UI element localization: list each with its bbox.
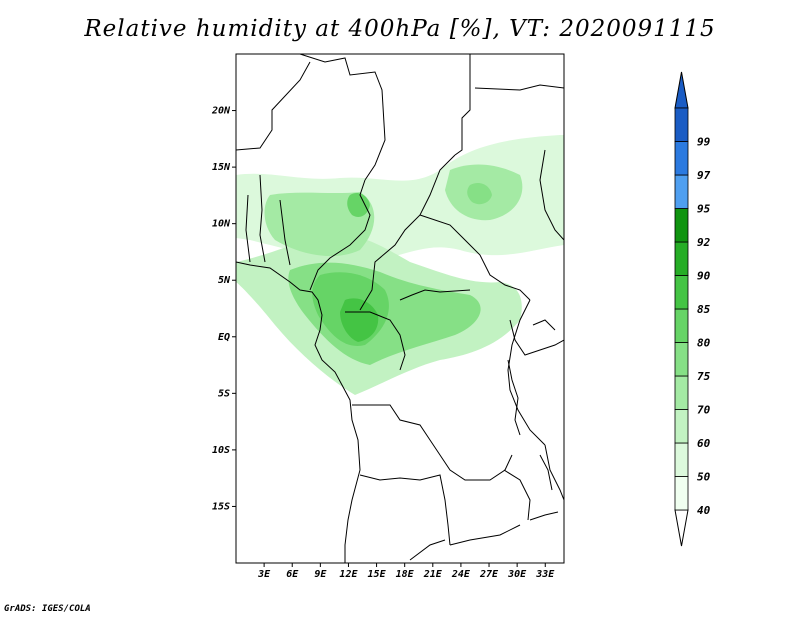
colorbar-label: 95 — [697, 203, 711, 216]
lon-tick-label: 33E — [535, 569, 555, 580]
lon-tick-label: 21E — [423, 569, 443, 580]
map-frame — [235, 53, 565, 564]
colorbar-label: 40 — [697, 504, 711, 517]
colorbar-swatch — [674, 141, 689, 176]
latitude-axis: 20N 15N 10N 5N EQ 5S 10S 15S — [211, 106, 236, 512]
lat-tick-label: 15N — [212, 162, 231, 173]
lat-tick-label: 15S — [212, 501, 230, 512]
lon-tick-label: 24E — [451, 569, 471, 580]
lon-tick-label: 6E — [286, 569, 299, 580]
colorbar-label: 99 — [697, 136, 711, 149]
lat-tick-label: 20N — [211, 106, 231, 117]
colorbar-swatch — [674, 174, 689, 209]
colorbar-swatch — [674, 375, 689, 410]
lat-tick-label: 10S — [212, 445, 230, 456]
colorbar-label: 92 — [697, 236, 711, 249]
coastlines-borders — [236, 54, 564, 563]
colorbar-label: 50 — [697, 471, 711, 484]
lat-tick-label: 5N — [218, 275, 231, 286]
lon-tick-label: 12E — [339, 569, 358, 580]
colorbar-label: 85 — [697, 303, 711, 316]
colorbar-swatch — [674, 409, 689, 444]
colorbar-swatch — [674, 275, 689, 310]
colorbar-swatch — [674, 342, 689, 377]
lon-tick-label: 18E — [396, 569, 415, 580]
lat-tick-label: 5S — [218, 388, 230, 399]
map-title: Relative humidity at 400hPa [%], VT: 202… — [84, 16, 716, 42]
longitude-axis: 3E 6E 9E 12E 15E 18E 21E 24E 27E 30E 33E — [257, 563, 555, 580]
colorbar-swatch — [674, 476, 689, 511]
lon-tick-label: 27E — [479, 569, 499, 580]
credit-label: GrADS: IGES/COLA — [4, 604, 91, 614]
lat-tick-label: EQ — [218, 332, 230, 343]
colorbar-swatch — [674, 308, 689, 343]
colorbar-label: 90 — [697, 270, 711, 283]
lat-tick-label: 10N — [212, 219, 231, 230]
colorbar-label: 97 — [697, 169, 711, 182]
colorbar-swatch — [674, 208, 689, 243]
lon-tick-label: 30E — [507, 569, 527, 580]
colorbar-label: 75 — [697, 370, 711, 383]
colorbar-label: 80 — [697, 337, 711, 350]
colorbar-above-arrow — [674, 71, 689, 109]
colorbar-label: 70 — [697, 404, 711, 417]
colorbar-swatch — [674, 241, 689, 276]
colorbar-swatch — [674, 107, 689, 142]
colorbar-label: 60 — [697, 437, 711, 450]
colorbar: 40 50 60 70 75 80 85 90 92 95 97 99 — [674, 71, 711, 547]
lon-tick-label: 15E — [368, 569, 387, 580]
humidity-shading — [236, 135, 564, 395]
lon-tick-label: 9E — [314, 569, 327, 580]
colorbar-swatch — [674, 442, 689, 477]
colorbar-below-arrow — [674, 509, 689, 547]
lon-tick-label: 3E — [257, 569, 271, 580]
